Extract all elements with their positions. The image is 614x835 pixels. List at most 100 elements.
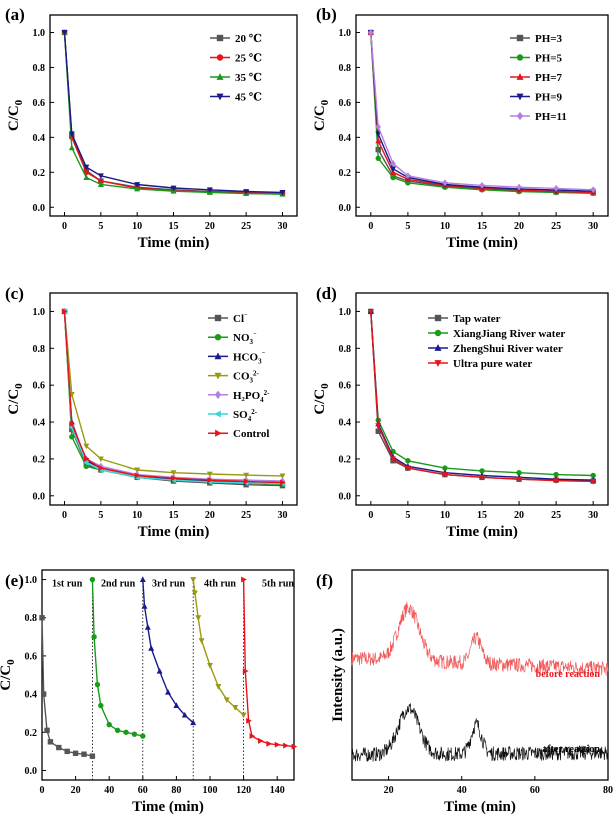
x-axis-label: Time (min) xyxy=(446,524,518,540)
data-point xyxy=(516,183,522,191)
data-point xyxy=(61,30,68,36)
data-point xyxy=(243,472,250,479)
run-label: 2nd run xyxy=(101,578,136,589)
chart-panel-f: (f) 20 40 60 80 Time (min) Intensity (a.u.) bef… xyxy=(316,569,613,815)
run-label: 4th run xyxy=(204,578,236,589)
x-tick-label: 10 xyxy=(132,510,142,521)
series-line xyxy=(41,617,93,757)
data-point xyxy=(72,750,79,756)
data-point xyxy=(83,459,89,466)
y-tick-label: 0.8 xyxy=(25,613,38,624)
x-axis-label: Time (min) xyxy=(446,235,518,251)
data-point xyxy=(91,634,97,640)
data-point xyxy=(98,702,104,709)
legend-marker xyxy=(215,429,222,437)
data-point xyxy=(280,479,286,486)
y-tick-label: 0.8 xyxy=(339,344,352,355)
data-point xyxy=(479,468,485,474)
data-point xyxy=(367,309,374,315)
data-point xyxy=(206,187,213,194)
y-tick-label: 1.0 xyxy=(33,307,46,318)
series-line xyxy=(91,579,143,737)
x-tick-label: 15 xyxy=(477,510,487,521)
data-point xyxy=(441,472,448,478)
y-tick-label: 0.6 xyxy=(339,98,352,109)
x-tick-label: 40 xyxy=(104,785,114,796)
x-tick-label: 5 xyxy=(98,221,103,232)
data-point xyxy=(170,470,177,476)
data-point xyxy=(97,181,104,187)
x-tick-label: 15 xyxy=(477,221,487,232)
x-tick-label: 80 xyxy=(603,785,613,796)
run-label: 5th run xyxy=(262,578,294,589)
data-point xyxy=(241,576,247,583)
data-point xyxy=(553,478,560,484)
data-point xyxy=(191,590,198,597)
x-tick-label: 0 xyxy=(62,510,67,521)
legend-marker xyxy=(214,410,221,418)
data-point xyxy=(94,681,101,688)
x-tick-label: 5 xyxy=(405,221,410,232)
data-point xyxy=(390,174,396,181)
legend-marker xyxy=(434,344,442,351)
panel-label: (d) xyxy=(316,284,337,303)
y-tick-label: 0.0 xyxy=(339,203,352,214)
data-point xyxy=(83,174,90,180)
series-line xyxy=(242,579,295,748)
data-point xyxy=(181,711,188,718)
data-point xyxy=(404,465,411,472)
x-tick-label: 140 xyxy=(270,785,285,796)
data-point xyxy=(81,751,87,757)
data-point xyxy=(232,705,239,711)
legend-marker xyxy=(516,54,524,61)
data-point xyxy=(83,455,90,462)
legend-marker xyxy=(214,390,222,399)
y-tick-label: 0.8 xyxy=(339,63,352,74)
data-point xyxy=(156,667,163,674)
x-tick-label: 60 xyxy=(138,785,148,796)
x-tick-label: 20 xyxy=(514,221,524,232)
x-tick-label: 100 xyxy=(203,785,218,796)
x-axis-label: Time (min) xyxy=(138,524,210,540)
legend-label: Cl⁻ xyxy=(233,312,248,325)
data-point xyxy=(405,172,411,180)
run-label: 1st run xyxy=(52,578,83,589)
legend-label: CO32- xyxy=(233,370,260,385)
x-tick-label: 10 xyxy=(440,221,450,232)
data-point xyxy=(246,717,252,724)
data-point xyxy=(68,131,75,138)
y-tick-label: 0.6 xyxy=(25,651,38,662)
x-tick-label: 25 xyxy=(241,510,251,521)
y-tick-label: 1.0 xyxy=(25,575,38,586)
panel-label: (b) xyxy=(316,5,337,24)
data-point xyxy=(405,458,411,464)
x-tick-label: 80 xyxy=(171,785,181,796)
legend-marker xyxy=(216,54,224,61)
data-point xyxy=(44,727,50,734)
series-line xyxy=(142,579,194,724)
data-point xyxy=(375,131,382,138)
data-point xyxy=(134,182,141,188)
x-tick-label: 30 xyxy=(588,221,598,232)
data-point xyxy=(83,443,90,450)
y-axis-label: C/C0 xyxy=(312,383,331,415)
data-point xyxy=(97,456,104,463)
legend-marker xyxy=(434,329,442,337)
legend-label: PH=7 xyxy=(535,72,563,84)
y-tick-label: 0.0 xyxy=(339,491,352,502)
data-point xyxy=(242,668,249,675)
data-point xyxy=(170,185,177,192)
panel-label: (f) xyxy=(316,571,333,590)
data-point xyxy=(98,465,105,472)
y-tick-label: 0.2 xyxy=(33,454,46,465)
data-point xyxy=(375,137,382,144)
y-tick-label: 0.0 xyxy=(33,491,46,502)
x-tick-label: 30 xyxy=(277,510,287,521)
x-tick-label: 20 xyxy=(205,221,215,232)
legend-marker xyxy=(214,352,222,360)
x-tick-label: 10 xyxy=(440,510,450,521)
legend-label: NO3⁻ xyxy=(233,331,257,346)
y-axis-label: C/C0 xyxy=(6,99,25,131)
curve-label: before reaction xyxy=(536,669,601,680)
data-point xyxy=(375,428,381,434)
